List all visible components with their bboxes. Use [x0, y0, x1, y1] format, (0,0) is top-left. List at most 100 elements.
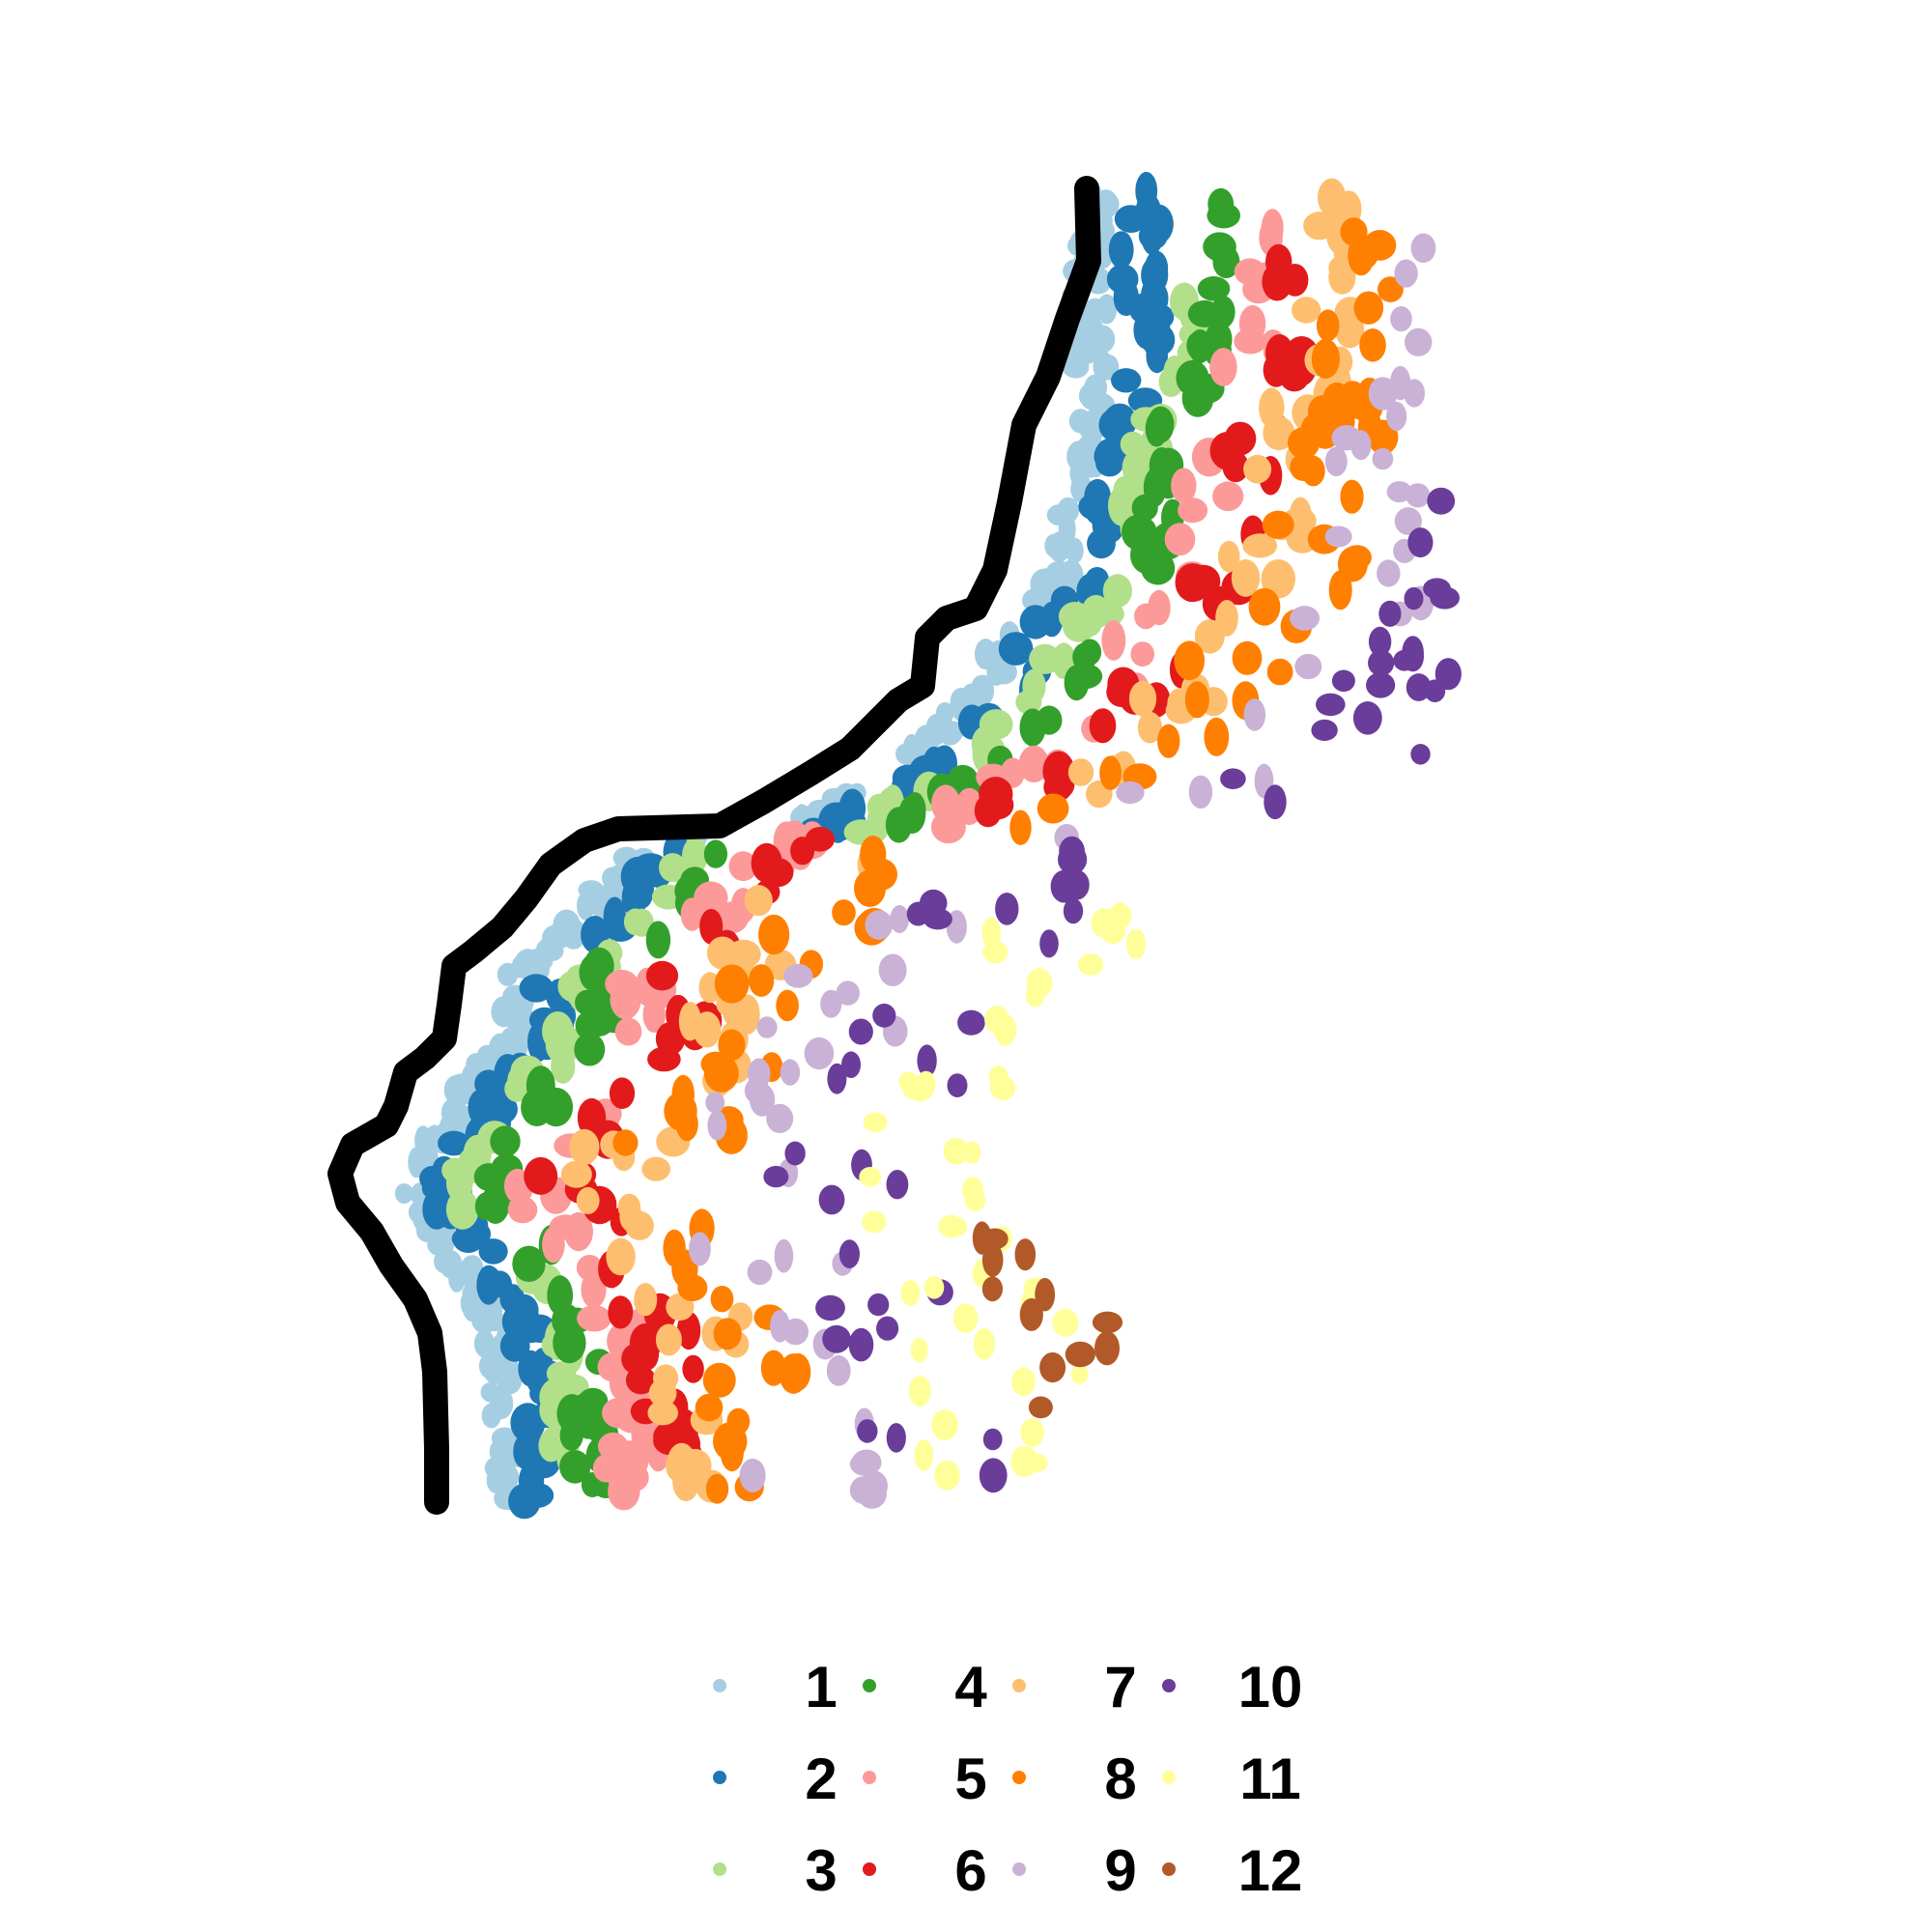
- cluster-2-point: [421, 1175, 453, 1202]
- cluster-9-point: [890, 905, 910, 933]
- legend-marker: [863, 1771, 876, 1784]
- cluster-10-point: [867, 1293, 890, 1317]
- cluster-5-point: [1212, 481, 1244, 511]
- cluster-8-point: [1359, 328, 1386, 362]
- cluster-11-point: [988, 1065, 1009, 1090]
- cluster-4-point: [512, 1245, 546, 1283]
- legend-label: 7: [1104, 1655, 1136, 1719]
- cluster-6-point: [577, 1097, 607, 1138]
- cluster-2-point: [451, 1226, 487, 1251]
- cluster-9-point: [826, 1355, 851, 1386]
- cluster-11-point: [965, 1189, 985, 1211]
- cluster-8-point: [718, 1029, 746, 1062]
- cluster-7-point: [1137, 711, 1162, 744]
- cluster-7-point: [735, 994, 760, 1035]
- cluster-11-point: [923, 1275, 945, 1299]
- cluster-11-point: [943, 1137, 969, 1165]
- legend-marker: [713, 1862, 726, 1876]
- cluster-10-point: [1063, 897, 1084, 924]
- cluster-10-point: [784, 1141, 806, 1166]
- cluster-11-point: [1020, 1418, 1044, 1447]
- cluster-9-point: [705, 1092, 725, 1114]
- cluster-1-point: [488, 1387, 508, 1408]
- cluster-8-point: [1367, 419, 1399, 455]
- cluster-10-point: [1368, 626, 1392, 657]
- cluster-5-point: [621, 1440, 649, 1478]
- cluster-4-point: [575, 1011, 601, 1039]
- cluster-5-point: [1018, 745, 1050, 783]
- cluster-11-point: [900, 1280, 921, 1306]
- cluster-11-point: [1070, 1364, 1089, 1384]
- cluster-7-point: [653, 1364, 679, 1392]
- cluster-1-point: [511, 955, 529, 979]
- cluster-5-point: [549, 1214, 582, 1240]
- cluster-1-point: [986, 657, 1007, 686]
- cluster-10-point: [876, 1316, 899, 1341]
- cluster-8-point: [705, 1473, 729, 1504]
- cluster-3-point: [867, 803, 891, 842]
- cluster-1-point: [925, 713, 948, 742]
- cluster-8-point: [612, 1129, 639, 1156]
- cluster-2-point: [998, 632, 1034, 666]
- cluster-10-point: [979, 1458, 1008, 1493]
- cluster-7-point: [1242, 533, 1278, 558]
- cluster-10-point: [995, 893, 1019, 925]
- cluster-8-point: [1290, 453, 1318, 481]
- cluster-8-point: [1037, 793, 1069, 824]
- cluster-8-point: [677, 1274, 708, 1302]
- cluster-8-point: [1378, 276, 1404, 302]
- cluster-8-point: [713, 1318, 742, 1350]
- cluster-11-point: [963, 1141, 981, 1164]
- cluster-8-point: [1009, 810, 1032, 845]
- cluster-8-point: [1340, 479, 1364, 514]
- legend-marker: [863, 1679, 876, 1692]
- cluster-11-point: [862, 1210, 887, 1234]
- legend-label: 6: [954, 1838, 986, 1903]
- cluster-7-point: [1328, 256, 1351, 281]
- cluster-8-point: [1174, 640, 1205, 681]
- cluster-5-point: [728, 851, 758, 882]
- cluster-11-point: [910, 1338, 928, 1363]
- cluster-4-point: [1141, 551, 1176, 585]
- cluster-1-point: [577, 891, 595, 921]
- cluster-10-point: [1368, 649, 1395, 676]
- cluster-1-point: [415, 1143, 439, 1171]
- cluster-10-point: [1264, 784, 1287, 820]
- cluster-10-point: [1427, 487, 1456, 515]
- cluster-4-point: [526, 1065, 555, 1106]
- cluster-10-point: [1378, 600, 1402, 627]
- cluster-7-point: [647, 1400, 678, 1426]
- legend-item-3: 3: [713, 1838, 838, 1903]
- cluster-9-point: [689, 1232, 711, 1266]
- cluster-11-point: [859, 1167, 882, 1187]
- cluster-4-point: [1197, 276, 1231, 301]
- cluster-1-point: [484, 1350, 507, 1374]
- cluster-2-point: [631, 868, 654, 909]
- cluster-7-point: [1303, 212, 1336, 241]
- cluster-8-point: [671, 1074, 695, 1114]
- legend-marker: [1012, 1862, 1026, 1876]
- cluster-11-point: [908, 1376, 931, 1406]
- cluster-9-point: [1394, 259, 1418, 288]
- cluster-1-point: [462, 1291, 480, 1321]
- cluster-7-point: [1128, 680, 1157, 717]
- cluster-8-point: [1300, 412, 1333, 445]
- cluster-10-point: [1407, 527, 1434, 558]
- cluster-10-point: [848, 1327, 874, 1362]
- cluster-9-point: [804, 1037, 835, 1070]
- cluster-9-point: [1290, 606, 1320, 631]
- cluster-12-point: [981, 1242, 1004, 1277]
- cluster-1-point: [497, 1365, 523, 1395]
- cluster-12-point: [1094, 1331, 1120, 1366]
- cluster-1-point: [561, 918, 586, 950]
- legend-marker: [713, 1771, 726, 1784]
- cluster-12-point: [981, 1228, 1009, 1250]
- cluster-5-point: [605, 969, 639, 999]
- cluster-8-point: [1232, 640, 1263, 675]
- cluster-8-point: [1311, 338, 1340, 379]
- cluster-1-point: [434, 1248, 458, 1274]
- legend-item-8: 8: [1012, 1747, 1137, 1811]
- cluster-1-point: [1095, 191, 1120, 217]
